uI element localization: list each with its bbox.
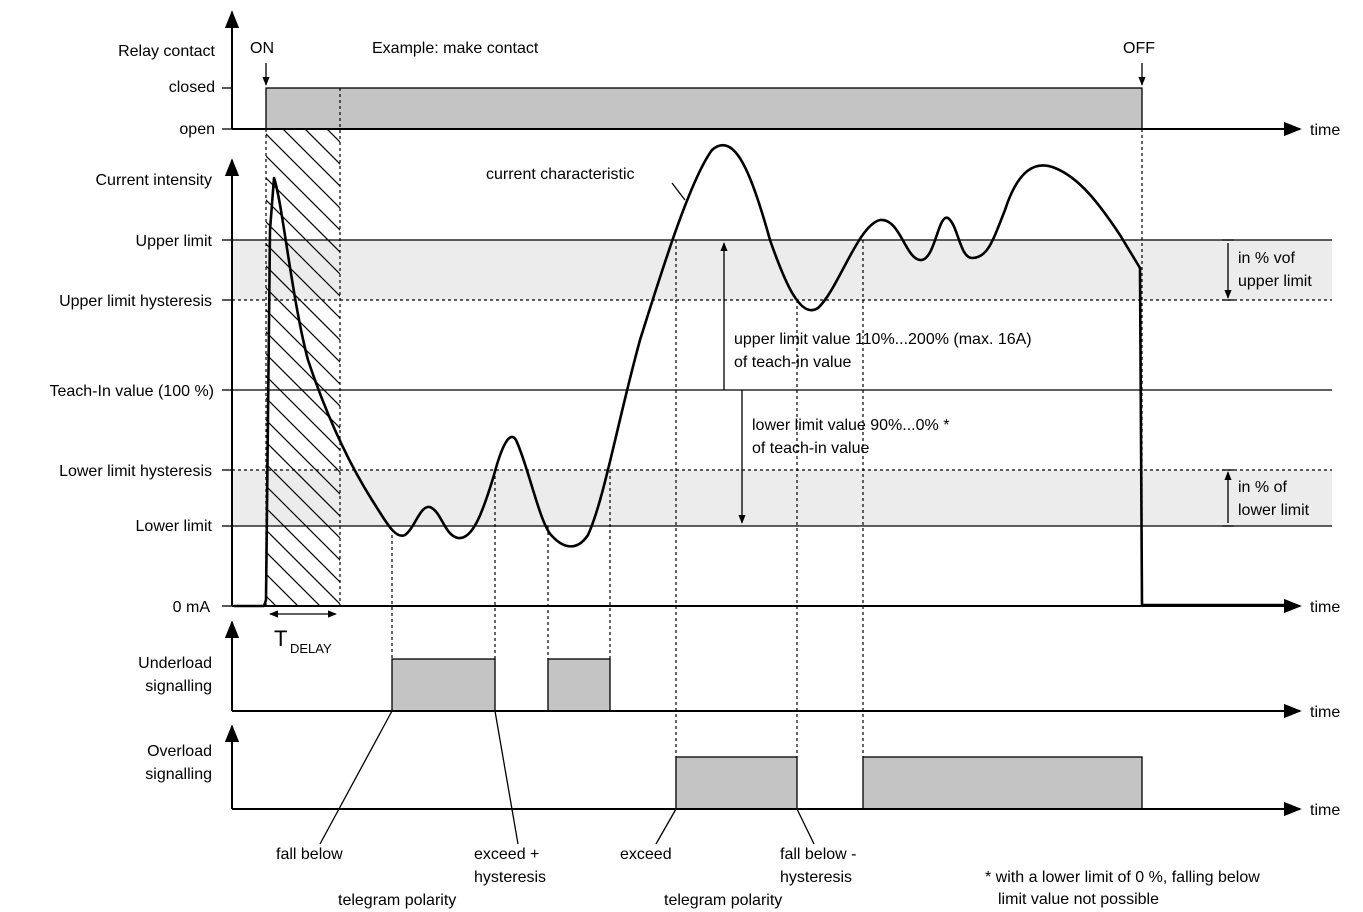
closed-label: closed (169, 79, 215, 96)
lower-hyst-label-1: in % of (1238, 479, 1287, 496)
open-label: open (179, 121, 215, 138)
telegram-polarity-label-2: telegram polarity (664, 892, 782, 909)
relay-closed-bar (265, 87, 1143, 130)
fall-below-label: fall below (276, 846, 343, 863)
current-characteristic-curve (234, 143, 1290, 608)
upper-hyst-label-2: upper limit (1238, 273, 1312, 290)
footnote-line-2: limit value not possible (998, 891, 1159, 908)
fall-below-hyst-label-1: fall below - (780, 846, 856, 863)
lower-value-label-2: of teach-in value (752, 440, 870, 457)
lower-hyst-label-2: lower limit (1238, 502, 1310, 519)
overload-bar-1 (675, 756, 798, 810)
upper-limit-hysteresis-label: Upper limit hysteresis (59, 293, 212, 310)
exceed-hyst-label-1: exceed + (474, 846, 539, 863)
leader-lines (319, 182, 815, 845)
upper-value-label-1: upper limit value 110%...200% (max. 16A) (734, 331, 1032, 348)
underload-bar-2 (547, 658, 611, 712)
zero-ma-label: 0 mA (173, 599, 211, 616)
underload-signalling-label: signalling (145, 678, 212, 695)
lower-hysteresis-band (232, 470, 1332, 526)
overload-label: Overload (147, 743, 212, 760)
upper-value-label-2: of teach-in value (734, 354, 852, 371)
upper-limit-label: Upper limit (136, 233, 213, 250)
footnote-line-1: * with a lower limit of 0 %, falling bel… (985, 869, 1260, 886)
telegram-polarity-label-1: telegram polarity (338, 892, 456, 909)
overload-signalling-label: signalling (145, 766, 212, 783)
tdelay-hatch (266, 129, 340, 606)
time-label-underload: time (1310, 704, 1340, 721)
time-label-overload: time (1310, 802, 1340, 819)
tdelay-subscript: DELAY (290, 641, 332, 656)
teach-in-label: Teach-In value (100 %) (49, 383, 214, 400)
tdelay-label: T (274, 626, 287, 651)
exceed-hyst-label-2: hysteresis (474, 869, 546, 886)
overload-bar-2 (862, 756, 1143, 810)
current-intensity-label: Current intensity (96, 172, 213, 189)
vertical-guides (265, 88, 1143, 757)
lower-limit-label: Lower limit (136, 518, 213, 535)
time-label-current: time (1310, 599, 1340, 616)
underload-label: Underload (138, 655, 212, 672)
current-characteristic-label: current characteristic (486, 166, 635, 183)
lower-value-label-1: lower limit value 90%...0% * (752, 417, 949, 434)
on-label: ON (250, 40, 274, 57)
underload-bar-1 (391, 658, 496, 712)
fall-below-hyst-label-2: hysteresis (780, 869, 852, 886)
example-label: Example: make contact (372, 40, 539, 57)
time-label-relay: time (1310, 122, 1340, 139)
lower-limit-hysteresis-label: Lower limit hysteresis (59, 463, 212, 480)
relay-contact-label: Relay contact (118, 43, 215, 60)
exceed-label: exceed (620, 846, 672, 863)
off-label: OFF (1123, 40, 1155, 57)
upper-hyst-label-1: in % vof (1238, 250, 1295, 267)
